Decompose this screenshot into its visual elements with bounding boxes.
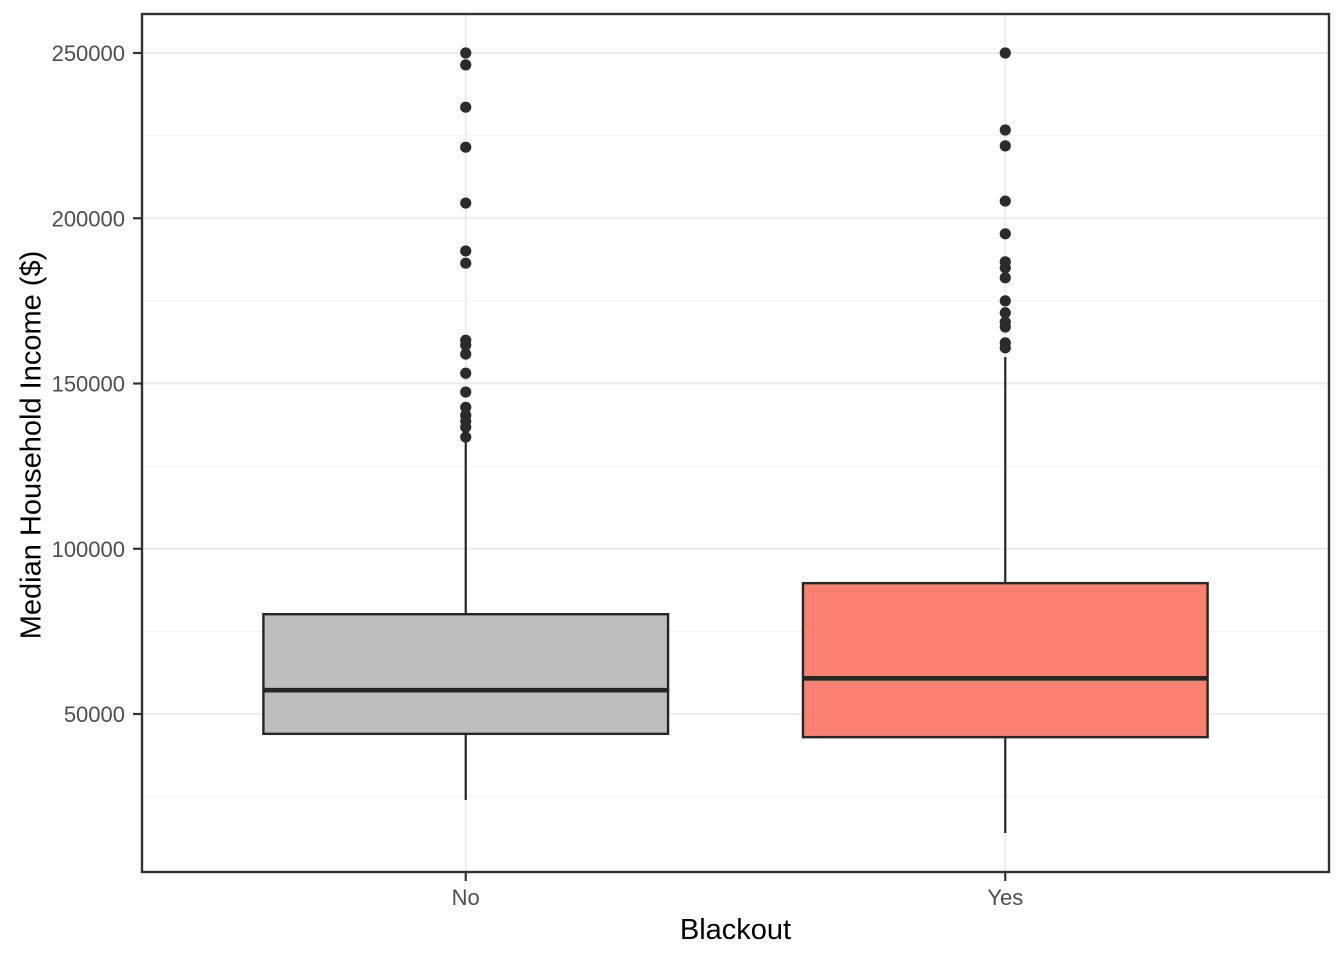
outlier-point <box>460 409 472 421</box>
y-tick-label: 200000 <box>52 206 125 231</box>
y-tick-label: 250000 <box>52 41 125 66</box>
outlier-point <box>999 140 1011 152</box>
outlier-point <box>999 295 1011 307</box>
outlier-point <box>460 245 472 257</box>
outlier-point <box>460 401 472 413</box>
outlier-point <box>460 431 472 443</box>
outlier-point <box>999 272 1011 284</box>
x-tick-label: Yes <box>987 885 1023 910</box>
panel-background <box>142 14 1329 872</box>
x-axis-title: Blackout <box>679 914 792 946</box>
outlier-point <box>460 348 472 360</box>
outlier-point <box>460 141 472 153</box>
box-no <box>262 613 670 736</box>
outlier-point <box>999 228 1011 240</box>
x-tick-label: No <box>452 885 480 910</box>
outlier-point <box>999 337 1011 349</box>
outlier-point <box>460 386 472 398</box>
y-tick-label: 100000 <box>52 537 125 562</box>
outlier-point <box>460 59 472 71</box>
outlier-point <box>460 334 472 346</box>
y-tick-label: 50000 <box>64 702 125 727</box>
panel-border <box>140 12 1331 874</box>
y-tick-label: 150000 <box>52 372 125 397</box>
outlier-point <box>999 316 1011 328</box>
outlier-point <box>999 47 1011 59</box>
y-axis-title: Median Household Income ($) <box>15 250 48 640</box>
outlier-point <box>460 257 472 269</box>
outlier-point <box>460 101 472 113</box>
outlier-point <box>999 307 1011 319</box>
outlier-point <box>999 124 1011 136</box>
outlier-point <box>999 256 1011 268</box>
outlier-point <box>460 197 472 209</box>
outlier-point <box>999 195 1011 207</box>
outlier-point <box>460 47 472 59</box>
box-yes <box>801 581 1209 739</box>
outlier-point <box>460 367 472 379</box>
